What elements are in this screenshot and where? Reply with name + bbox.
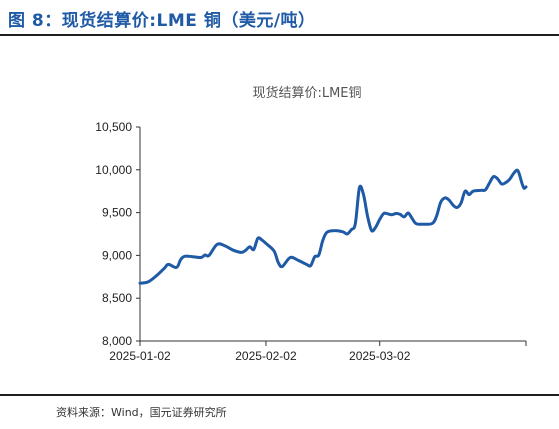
y-axis-ticks: 8,000 8,500 9,000 9,500 10,000 10,500 [95,120,140,348]
y-tick-label: 10,500 [95,120,132,134]
y-tick-label: 8,500 [102,291,132,305]
top-rule [0,34,559,36]
bottom-rule [0,394,559,396]
x-tick-label: 2025-02-02 [235,349,297,363]
y-tick-label: 8,000 [102,334,132,348]
x-tick-label: 2025-01-02 [109,349,171,363]
x-tick-label: 2025-03-02 [349,349,411,363]
y-tick-label: 10,000 [95,163,132,177]
y-tick-label: 9,000 [102,248,132,262]
chart-title: 现货结算价:LME铜 [252,85,361,101]
y-tick-label: 9,500 [102,206,132,220]
source-note: 资料来源：Wind，国元证券研究所 [56,406,227,419]
figure-title: 图 8：现货结算价:LME 铜（美元/吨） [8,11,316,31]
chart-axes [139,127,526,342]
x-axis-ticks: 2025-01-02 2025-02-02 2025-03-02 [109,341,527,363]
series-line [138,168,528,285]
